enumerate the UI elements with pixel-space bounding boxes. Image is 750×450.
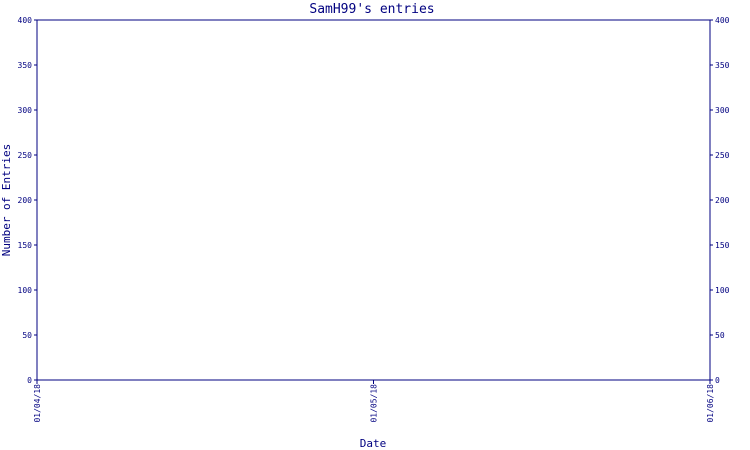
- y-tick-label-left: 200: [18, 196, 33, 205]
- y-tick-label-left: 100: [18, 286, 33, 295]
- y-tick-label-left: 400: [18, 16, 33, 25]
- y-tick-label-right: 350: [715, 61, 730, 70]
- plot-frame: [36, 19, 711, 381]
- right-y-ticks: 0 50 100 150 200 250 300 350 400: [710, 16, 730, 385]
- x-tick-label: 01/06/18: [706, 384, 715, 423]
- x-tick-label: 01/04/18: [33, 384, 42, 423]
- y-tick-label-right: 400: [715, 16, 730, 25]
- y-tick-label-right: 0: [715, 376, 720, 385]
- y-tick-label-right: 150: [715, 241, 730, 250]
- y-tick-label-left: 150: [18, 241, 33, 250]
- x-tick-label: 01/05/18: [370, 384, 379, 423]
- y-tick-label-right: 50: [715, 331, 725, 340]
- y-tick-label-left: 0: [27, 376, 32, 385]
- y-tick-label-right: 200: [715, 196, 730, 205]
- y-tick-label-left: 350: [18, 61, 33, 70]
- x-axis-title: Date: [360, 437, 387, 450]
- y-axis-title: Number of Entries: [0, 144, 13, 257]
- left-y-ticks: 0 50 100 150 200 250 300 350 400: [18, 16, 37, 385]
- y-tick-label-left: 50: [22, 331, 32, 340]
- y-tick-label-right: 100: [715, 286, 730, 295]
- y-tick-label-right: 300: [715, 106, 730, 115]
- y-tick-label-right: 250: [715, 151, 730, 160]
- x-ticks: 01/04/18 01/05/18 01/06/18: [33, 380, 715, 423]
- y-tick-label-left: 250: [18, 151, 33, 160]
- y-tick-label-left: 300: [18, 106, 33, 115]
- chart-title: SamH99's entries: [309, 2, 434, 17]
